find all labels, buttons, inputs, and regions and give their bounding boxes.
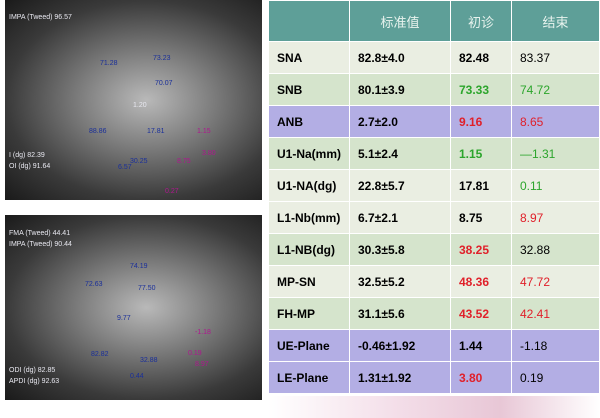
table-cell: 31.1±5.6	[349, 297, 451, 330]
table-cell: U1-Na(mm)	[268, 137, 350, 170]
label: OI (dg) 91.64	[9, 163, 51, 170]
table-row: MP-SN 32.5±5.2 48.36 47.72	[268, 265, 600, 298]
table-cell: 32.88	[511, 233, 600, 266]
table-cell: 38.25	[450, 233, 512, 266]
table-cell: —1.31	[511, 137, 600, 170]
table-row: SNA 82.8±4.0 82.48 83.37	[268, 41, 600, 74]
label: 82.82	[91, 351, 109, 358]
label: -1.18	[195, 329, 211, 336]
label: 6.57	[118, 164, 132, 171]
label: 77.50	[138, 285, 156, 292]
table-cell: 80.1±3.9	[349, 73, 451, 106]
header-cell: 标准值	[349, 0, 451, 42]
data-table: 标准值 初诊 结束 SNA 82.8±4.0 82.48 83.37 SNB 80.1±3…	[268, 0, 600, 394]
table-cell: 5.1±2.4	[349, 137, 451, 170]
label: FMA (Tweed) 44.41	[9, 230, 71, 237]
label: 8.97	[195, 361, 209, 368]
label: 72.63	[85, 281, 103, 288]
label: I (dg) 82.39	[9, 152, 45, 159]
label: 8.75	[177, 158, 191, 165]
table-cell: 0.19	[511, 361, 600, 394]
label: 32.88	[140, 357, 158, 364]
label: 17.81	[147, 128, 165, 135]
table-cell: 8.97	[511, 201, 600, 234]
label: IMPA (Tweed) 90.44	[9, 241, 72, 248]
table-cell: L1-Nb(mm)	[268, 201, 350, 234]
table-cell: 30.3±5.8	[349, 233, 451, 266]
table-cell: MP-SN	[268, 265, 350, 298]
label: 1.20	[133, 102, 147, 109]
table-cell: 43.52	[450, 297, 512, 330]
header-cell	[268, 0, 350, 42]
label: 71.28	[100, 60, 118, 67]
table-cell: 22.8±5.7	[349, 169, 451, 202]
table-cell: 0.11	[511, 169, 600, 202]
label: IMPA (Tweed) 96.57	[9, 14, 72, 21]
table-cell: 48.36	[450, 265, 512, 298]
xray-image: FMA (Tweed) 44.41 IMPA (Tweed) 90.44 74.…	[5, 215, 262, 400]
table-cell: 8.75	[450, 201, 512, 234]
label: 74.19	[130, 263, 148, 270]
header-row: 标准值 初诊 结束	[268, 0, 600, 42]
table-cell: L1-NB(dg)	[268, 233, 350, 266]
label: 70.07	[155, 80, 173, 87]
table-row: L1-NB(dg) 30.3±5.8 38.25 32.88	[268, 233, 600, 266]
table-row: U1-NA(dg) 22.8±5.7 17.81 0.11	[268, 169, 600, 202]
table-cell: 9.16	[450, 105, 512, 138]
label: APDI (dg) 92.63	[9, 378, 60, 385]
table-row: LE-Plane 1.31±1.92 3.80 0.19	[268, 361, 600, 394]
table-row: L1-Nb(mm) 6.7±2.1 8.75 8.97	[268, 201, 600, 234]
xray-image: IMPA (Tweed) 96.57 71.28 73.23 70.07 1.2…	[5, 0, 262, 200]
label: 1.15	[197, 128, 211, 135]
label: 3.80	[202, 150, 216, 157]
table-row: UE-Plane -0.46±1.92 1.44 -1.18	[268, 329, 600, 362]
table-cell: 1.15	[450, 137, 512, 170]
table-cell: 73.33	[450, 73, 512, 106]
table-cell: SNA	[268, 41, 350, 74]
header-cell: 初诊	[450, 0, 512, 42]
table-cell: -0.46±1.92	[349, 329, 451, 362]
label: 73.23	[153, 55, 171, 62]
table-cell: FH-MP	[268, 297, 350, 330]
label: 88.86	[89, 128, 107, 135]
label: ODI (dg) 82.85	[9, 367, 56, 374]
label: 9.77	[117, 315, 131, 322]
table-cell: 1.44	[450, 329, 512, 362]
table-cell: 42.41	[511, 297, 600, 330]
table-row: SNB 80.1±3.9 73.33 74.72	[268, 73, 600, 106]
table-cell: ANB	[268, 105, 350, 138]
table-cell: 3.80	[450, 361, 512, 394]
table-cell: 6.7±2.1	[349, 201, 451, 234]
label: 30.25	[130, 158, 148, 165]
table-cell: 2.7±2.0	[349, 105, 451, 138]
table-cell: 83.37	[511, 41, 600, 74]
table-cell: 32.5±5.2	[349, 265, 451, 298]
label: 0.44	[130, 373, 144, 380]
table-row: ANB 2.7±2.0 9.16 8.65	[268, 105, 600, 138]
table-cell: LE-Plane	[268, 361, 350, 394]
decoration	[268, 396, 600, 418]
table-cell: 82.8±4.0	[349, 41, 451, 74]
table-cell: 47.72	[511, 265, 600, 298]
table-row: FH-MP 31.1±5.6 43.52 42.41	[268, 297, 600, 330]
table-cell: 17.81	[450, 169, 512, 202]
table-row: U1-Na(mm) 5.1±2.4 1.15 —1.31	[268, 137, 600, 170]
table-cell: 82.48	[450, 41, 512, 74]
table-cell: 8.65	[511, 105, 600, 138]
table-cell: U1-NA(dg)	[268, 169, 350, 202]
header-cell: 结束	[511, 0, 600, 42]
table-cell: -1.18	[511, 329, 600, 362]
table-cell: UE-Plane	[268, 329, 350, 362]
table-cell: 74.72	[511, 73, 600, 106]
label: 0.27	[165, 188, 179, 195]
table-cell: 1.31±1.92	[349, 361, 451, 394]
label: 0.19	[188, 350, 202, 357]
table-cell: SNB	[268, 73, 350, 106]
